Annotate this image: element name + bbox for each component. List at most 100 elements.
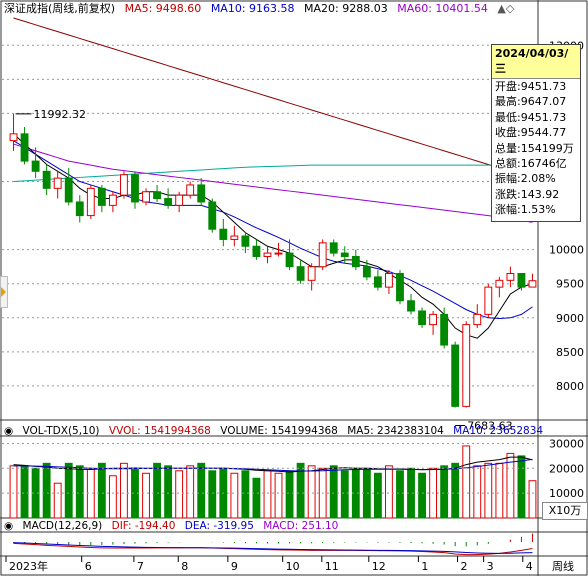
candle bbox=[517, 273, 526, 291]
left-scroll-handle[interactable] bbox=[0, 276, 8, 308]
volume-collapse-icon[interactable]: ◉ bbox=[4, 425, 14, 437]
candle-body bbox=[362, 266, 371, 278]
volume-bar bbox=[252, 477, 261, 519]
price-tick-label: 9000 bbox=[556, 312, 584, 325]
candle bbox=[473, 304, 482, 329]
main-title[interactable]: 深证成指(周线,前复权) bbox=[4, 2, 116, 15]
candle bbox=[528, 273, 537, 288]
candle-body bbox=[396, 273, 404, 302]
volume-title[interactable]: VOL-TDX(5,10) bbox=[22, 425, 100, 437]
macd-collapse-icon[interactable]: ◉ bbox=[4, 520, 14, 532]
ma5-value: MA5: 9498.60 bbox=[124, 2, 202, 15]
volume-bar bbox=[484, 462, 493, 519]
info-low: 最低:9451.73 bbox=[495, 110, 567, 124]
candle bbox=[318, 239, 327, 271]
candle bbox=[329, 239, 338, 257]
period-label[interactable]: 周线 bbox=[552, 560, 574, 573]
candle bbox=[506, 266, 515, 288]
candlesticks[interactable] bbox=[9, 113, 537, 408]
candle bbox=[340, 246, 349, 264]
volume-bar bbox=[517, 455, 526, 519]
volume-bar bbox=[274, 472, 283, 519]
volume-bars[interactable] bbox=[9, 445, 537, 519]
candle-body bbox=[219, 228, 228, 240]
candle bbox=[296, 259, 305, 284]
time-tick-label: 11 bbox=[325, 560, 339, 573]
time-tick-label: 1 bbox=[421, 560, 428, 573]
volume-bar bbox=[208, 470, 217, 519]
candle bbox=[75, 195, 84, 223]
dea-value: DEA: -319.95 bbox=[184, 520, 254, 532]
header-toggle-icon[interactable]: ▲◇ bbox=[497, 2, 515, 15]
volume-bar bbox=[64, 462, 73, 519]
volume-bar bbox=[307, 465, 316, 519]
price-tick-label: 9500 bbox=[556, 278, 584, 291]
candle-body bbox=[263, 252, 272, 257]
candle-body bbox=[153, 191, 161, 200]
time-tick-label: 10 bbox=[286, 560, 300, 573]
volume-bar bbox=[418, 472, 426, 519]
volume-bar bbox=[462, 445, 471, 519]
volume-bar bbox=[120, 462, 128, 519]
candle-body bbox=[407, 300, 415, 312]
volume-tick-label: 20000 bbox=[549, 462, 584, 475]
candle-body bbox=[120, 174, 128, 196]
ma60-line bbox=[13, 143, 533, 223]
volume-tick-label: 30000 bbox=[549, 437, 584, 450]
low-annotation: 7683.63 bbox=[467, 419, 513, 432]
expand-arrow-icon bbox=[1, 287, 6, 297]
candle bbox=[495, 276, 504, 298]
candle-body bbox=[340, 252, 349, 257]
candle-body bbox=[451, 344, 460, 407]
volume-bar bbox=[186, 465, 195, 519]
candle bbox=[219, 219, 228, 247]
volume-bar bbox=[175, 470, 184, 519]
volume-bar bbox=[241, 470, 250, 519]
candle bbox=[108, 191, 117, 213]
candle bbox=[484, 283, 493, 318]
info-amount: 总额:16746亿 bbox=[495, 157, 567, 171]
ma20-line bbox=[13, 164, 533, 183]
volume-bar bbox=[164, 465, 173, 519]
candle bbox=[373, 270, 382, 291]
vol-ma5-value: MA5: 2342383104 bbox=[347, 425, 444, 437]
candle-body bbox=[31, 160, 40, 172]
high-annotation: 11992.32 bbox=[34, 108, 86, 121]
info-change-pct: 涨幅:1.53% bbox=[495, 203, 556, 217]
macd-title[interactable]: MACD(12,26,9) bbox=[22, 520, 103, 532]
candle-body bbox=[440, 313, 449, 346]
volume-indicator-header: ◉ VOL-TDX(5,10) VVOL: 1541994368 VOLUME:… bbox=[4, 422, 549, 440]
candle bbox=[396, 270, 404, 305]
candle bbox=[53, 171, 62, 199]
candle-body bbox=[373, 276, 382, 288]
info-open: 开盘:9451.73 bbox=[495, 80, 567, 93]
candle-body bbox=[307, 266, 316, 281]
price-tick-label: 10000 bbox=[549, 244, 584, 257]
macd-indicator-header: ◉ MACD(12,26,9) DIF: -194.40 DEA: -319.9… bbox=[4, 517, 344, 535]
info-volume: 总量:154199万 bbox=[495, 141, 574, 155]
candle-body bbox=[462, 324, 471, 407]
candle bbox=[418, 307, 426, 329]
ma10-line bbox=[13, 140, 533, 319]
candle bbox=[208, 198, 217, 233]
candle-body bbox=[495, 279, 504, 288]
candle bbox=[186, 181, 195, 199]
price-tick-label: 8000 bbox=[556, 380, 584, 393]
volume-bar bbox=[53, 482, 62, 519]
volume-bar bbox=[142, 472, 150, 519]
volume-value: VOLUME: 1541994368 bbox=[220, 425, 338, 437]
candle-body bbox=[418, 310, 426, 326]
candle-body bbox=[164, 198, 173, 206]
price-annotations: 11992.32 7683.63 bbox=[15, 108, 513, 432]
candle bbox=[351, 249, 360, 271]
volume-bar bbox=[42, 462, 51, 519]
time-tick-label: 12 bbox=[372, 560, 386, 573]
volume-bar bbox=[285, 470, 294, 519]
candle-body bbox=[506, 273, 515, 281]
vvol-value: VVOL: 1541994368 bbox=[108, 425, 211, 437]
candle-body bbox=[528, 280, 537, 288]
candle bbox=[197, 178, 206, 206]
candle bbox=[307, 263, 316, 291]
moving-average-lines bbox=[13, 17, 533, 339]
